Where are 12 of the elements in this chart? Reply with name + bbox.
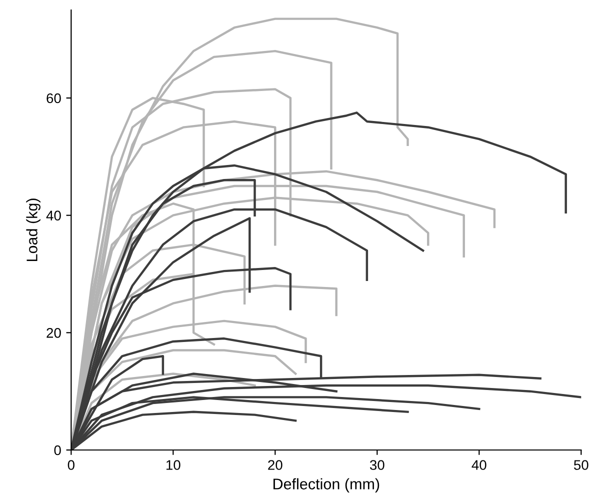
y-tick-label: 0 (54, 445, 61, 456)
y-tick-label: 40 (46, 210, 61, 221)
x-axis-title: Deflection (mm) (274, 478, 380, 492)
x-tick-label: 50 (574, 460, 588, 470)
y-axis-title: Load (kg) (26, 198, 40, 262)
y-tick-label: 20 (46, 328, 61, 338)
y-tick-label: 60 (46, 93, 61, 104)
x-tick-label: 20 (268, 460, 282, 470)
x-tick-label: 40 (472, 460, 486, 470)
x-tick-label: 30 (370, 460, 384, 470)
x-tick-label: 10 (166, 460, 180, 470)
x-tick-label: 0 (68, 460, 74, 470)
